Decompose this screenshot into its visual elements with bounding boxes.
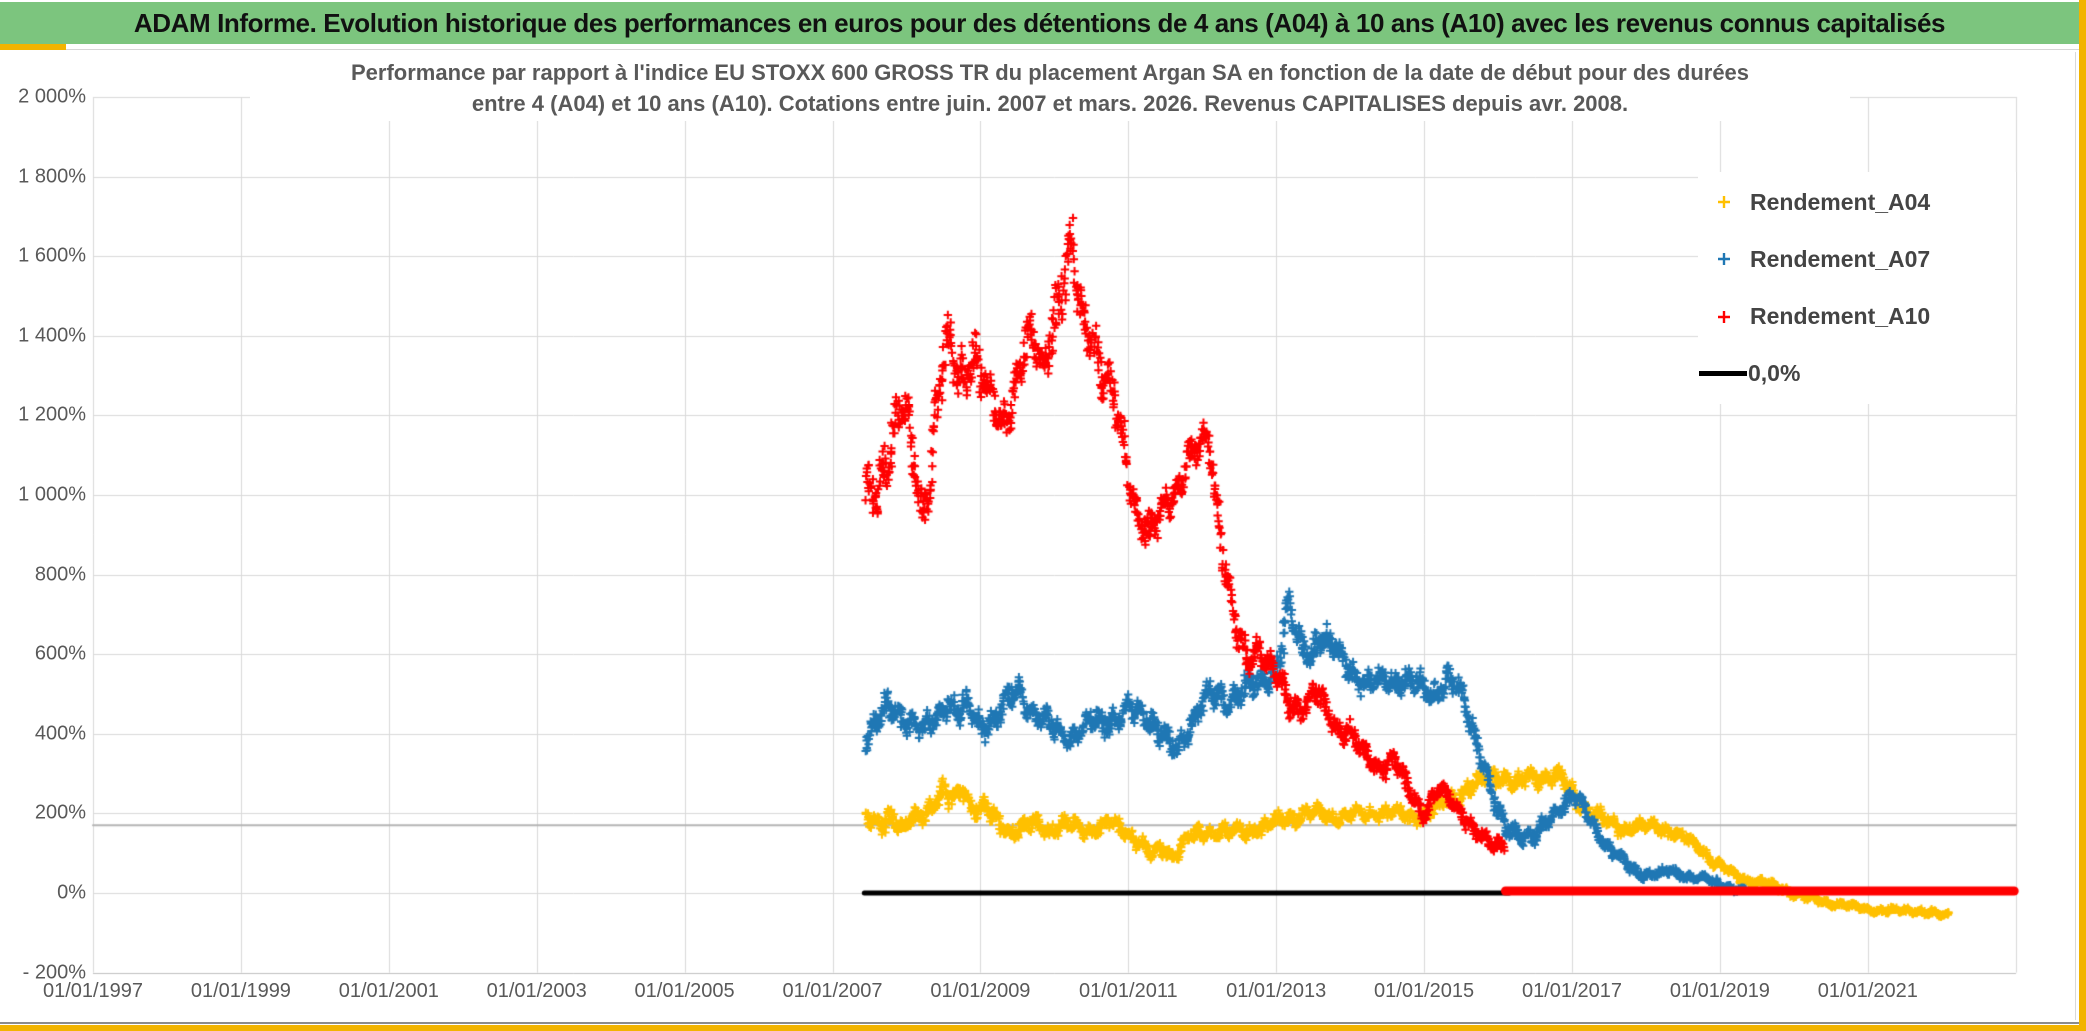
chart-subtitle-line1: Performance par rapport à l'indice EU ST…	[350, 60, 1750, 85]
y-axis-label: 1 200%	[18, 403, 86, 426]
x-axis-label: 01/01/2017	[1521, 980, 1623, 1002]
legend-item-rendement-a10: Rendement_A10	[1698, 291, 2016, 343]
chart-outer-right-border	[2075, 52, 2076, 1020]
x-axis-label: 01/01/1999	[190, 980, 291, 1002]
x-axis-label: 01/01/2003	[486, 980, 587, 1002]
legend-label: Rendement_A07	[1750, 245, 1931, 272]
gold-frame-bottom	[0, 1025, 2086, 1031]
page-title: ADAM Informe. Evolution historique des p…	[133, 7, 1946, 38]
x-axis-label: 01/01/2009	[930, 980, 1031, 1002]
legend-label: Rendement_A10	[1750, 303, 1931, 330]
x-axis-label: 01/01/1997	[42, 980, 144, 1002]
chart-subtitle-line2: entre 4 (A04) et 10 ans (A10). Cotations…	[471, 91, 1629, 116]
y-axis-label: 600%	[34, 642, 86, 665]
y-axis-label: 200%	[34, 801, 86, 824]
x-axis-label: 01/01/2001	[338, 980, 439, 1002]
y-axis-label: 800%	[34, 563, 86, 586]
x-axis-label: 01/01/2019	[1669, 980, 1770, 1002]
x-axis-label: 01/01/2007	[782, 980, 883, 1002]
y-axis-label: 2 000%	[18, 85, 86, 108]
title-underline	[0, 49, 2079, 50]
chart-outer-bottom-border	[0, 1022, 2079, 1024]
legend-item-rendement-a04: Rendement_A04	[1698, 176, 2016, 228]
x-axis-label: 01/01/2015	[1374, 980, 1475, 1002]
chart-subtitle: Performance par rapport à l'indice EU ST…	[250, 57, 1850, 121]
legend-plus-marker-icon	[1698, 194, 1750, 210]
y-axis-label: 1 800%	[18, 165, 86, 188]
x-axis-label: 01/01/2013	[1226, 980, 1327, 1002]
y-axis-label: 1 000%	[18, 483, 86, 506]
legend-line-swatch	[1698, 371, 1748, 377]
y-axis-label: 0%	[57, 881, 86, 904]
y-axis-label: - 200%	[22, 961, 86, 984]
legend: Rendement_A04 Rendement_A07 Rendement_A10 0…	[1698, 172, 2016, 404]
legend-plus-marker-icon	[1698, 251, 1750, 267]
x-axis-label: 01/01/2011	[1078, 980, 1178, 1002]
legend-item-0-0-: 0,0%	[1698, 348, 2016, 400]
legend-plus-marker-icon	[1698, 309, 1750, 325]
y-axis-label: 1 400%	[18, 324, 86, 347]
title-bar: ADAM Informe. Evolution historique des p…	[0, 2, 2079, 44]
y-axis-label: 400%	[34, 722, 86, 745]
title-accent-tab	[0, 44, 66, 50]
gold-frame-right	[2079, 0, 2086, 1031]
y-axis-label: 1 600%	[18, 244, 86, 267]
legend-label: Rendement_A04	[1750, 188, 1931, 215]
legend-item-rendement-a07: Rendement_A07	[1698, 233, 2016, 285]
legend-label: 0,0%	[1748, 360, 1801, 387]
x-axis-label: 01/01/2005	[634, 980, 735, 1002]
x-axis-label: 01/01/2021	[1817, 980, 1918, 1002]
